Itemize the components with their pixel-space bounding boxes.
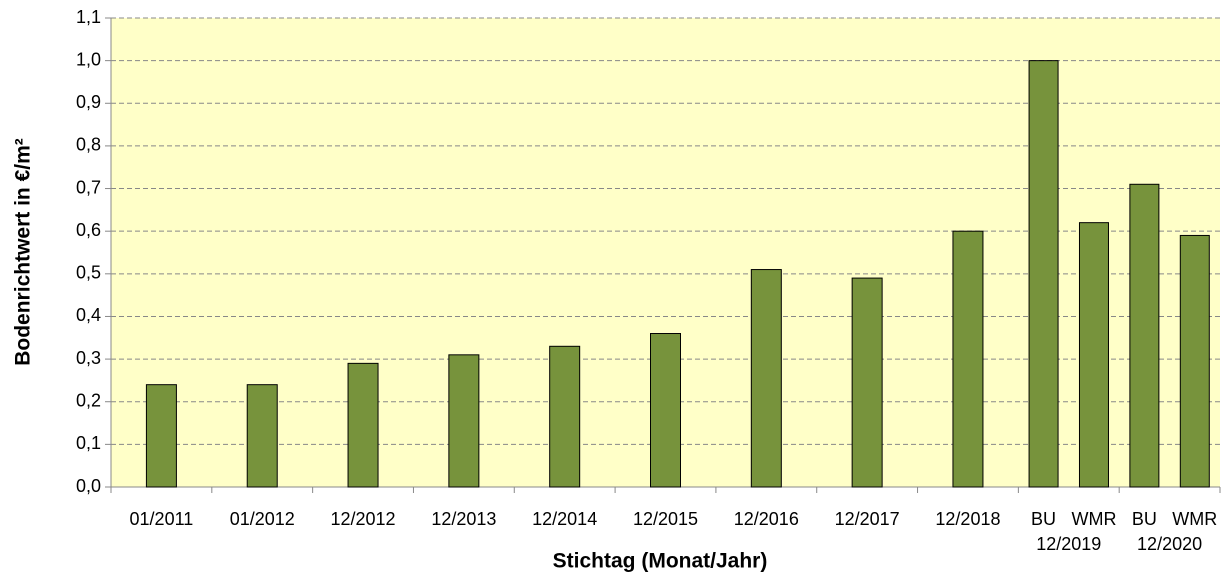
bar [145, 384, 177, 488]
bar [448, 354, 480, 488]
y-tick-label: 0,3 [76, 348, 101, 368]
y-tick-label: 0,1 [76, 433, 101, 453]
x-tick-label: 12/2016 [734, 509, 799, 529]
x-tick-label: 12/2020 [1137, 534, 1202, 554]
y-axis-title: Bodenrichtwert in €/m² [12, 138, 35, 366]
bar [952, 230, 984, 488]
bar [347, 362, 379, 488]
bar [1179, 234, 1210, 488]
y-tick-label: 0,0 [76, 476, 101, 496]
x-tick-label: 01/2011 [130, 509, 194, 529]
y-tick-label: 0,8 [76, 135, 101, 155]
x-subtick-label: BU [1031, 509, 1056, 529]
y-tick-label: 0,5 [76, 263, 101, 283]
x-tick-label: 01/2012 [230, 509, 295, 529]
y-tick-label: 0,2 [76, 390, 101, 410]
y-tick-label: 1,1 [76, 7, 101, 27]
x-subtick-label: WMR [1071, 509, 1116, 529]
bar [1078, 222, 1109, 488]
y-tick-label: 1,0 [76, 49, 101, 69]
bar [1129, 183, 1160, 488]
x-subtick-label: BU [1132, 509, 1157, 529]
x-tick-label: 12/2012 [331, 509, 396, 529]
x-subtick-label: WMR [1172, 509, 1217, 529]
bar [549, 345, 581, 488]
x-tick-label: 12/2015 [633, 509, 698, 529]
y-tick-label: 0,9 [76, 92, 101, 112]
x-tick-label: 12/2019 [1036, 534, 1101, 554]
bar [851, 277, 883, 488]
x-tick-label: 12/2014 [532, 509, 597, 529]
x-tick-label: 12/2018 [935, 509, 1000, 529]
bar [750, 269, 782, 488]
x-tick-label: 12/2017 [835, 509, 900, 529]
bar [246, 384, 278, 488]
x-tick-label: 12/2013 [431, 509, 496, 529]
y-tick-label: 0,6 [76, 220, 101, 240]
bar [650, 333, 681, 488]
y-tick-label: 0,4 [76, 305, 101, 325]
x-axis-title: Stichtag (Monat/Jahr) [553, 550, 768, 573]
y-tick-label: 0,7 [76, 177, 101, 197]
bar [1028, 60, 1059, 488]
